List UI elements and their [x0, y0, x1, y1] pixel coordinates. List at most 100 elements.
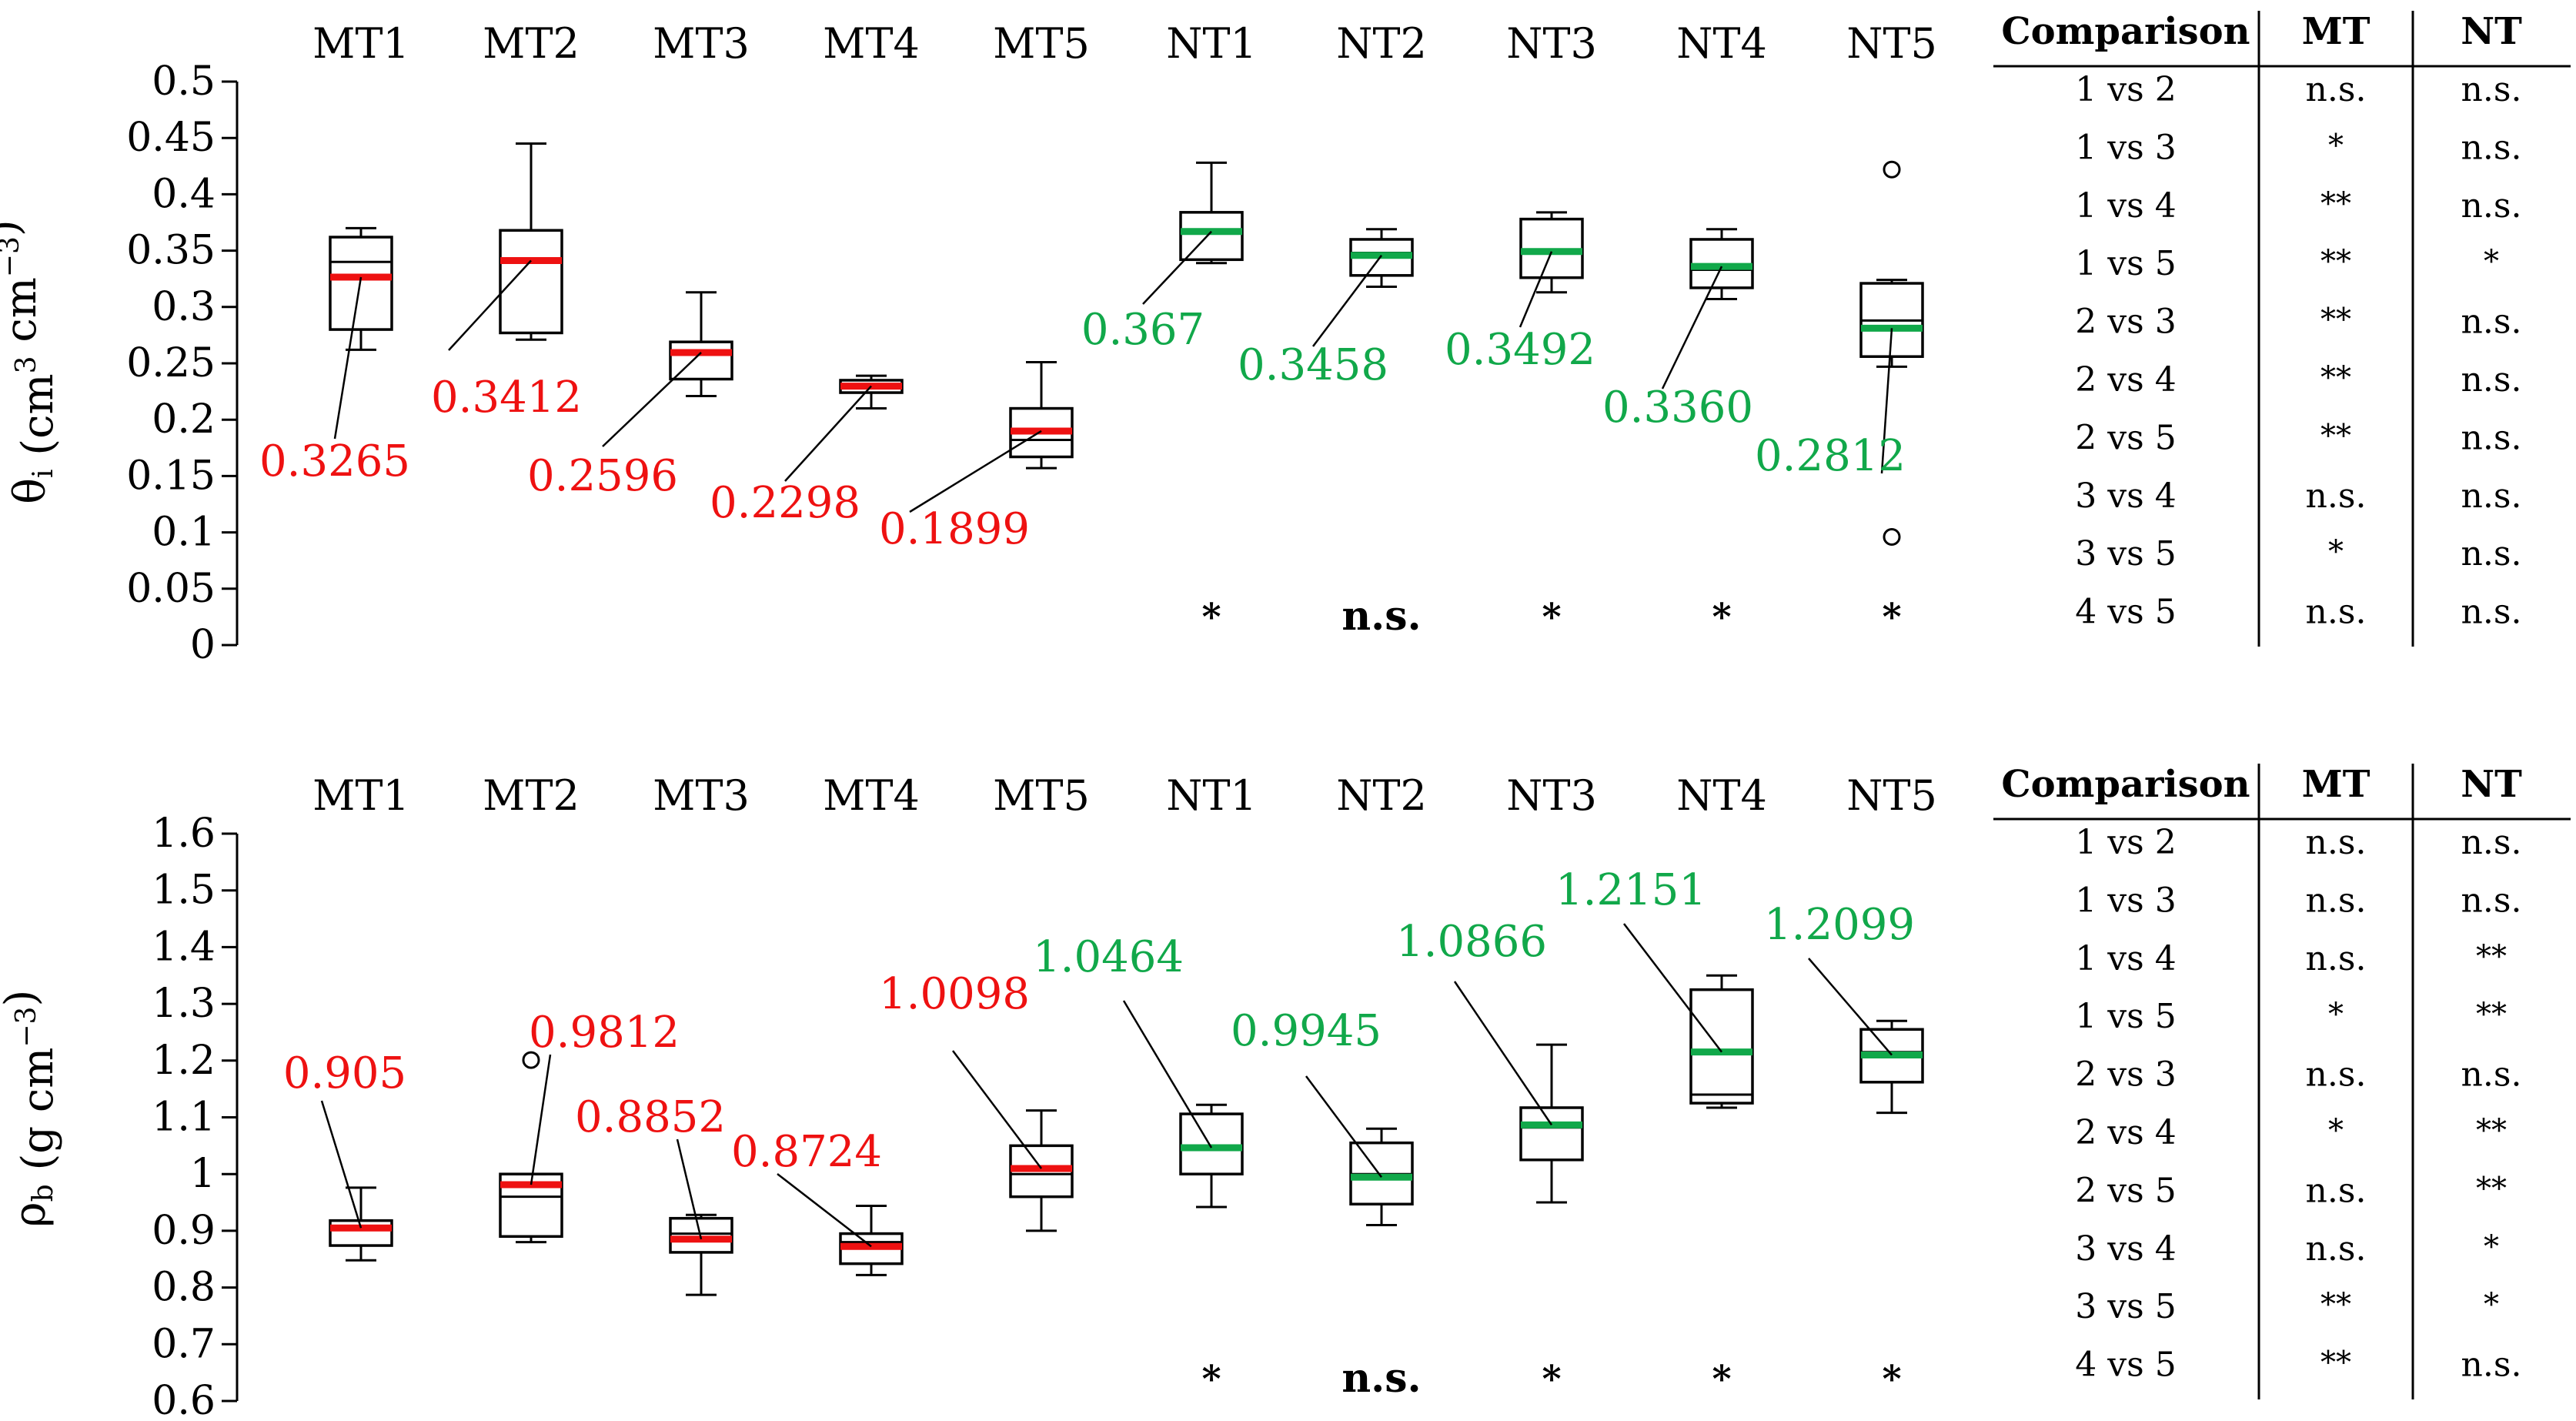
table-cell: n.s.: [2306, 476, 2367, 516]
table-cell: *: [2484, 1287, 2499, 1322]
mean-value-label: 0.2596: [527, 451, 678, 501]
significance-marker: *: [1201, 596, 1221, 639]
group-label: NT5: [1846, 771, 1937, 820]
significance-marker: *: [1201, 1358, 1221, 1401]
mean-value-label: 0.367: [1081, 305, 1204, 355]
group-label: MT5: [993, 19, 1090, 68]
table-cell: **: [2320, 303, 2351, 338]
y-tick-label: 0.3: [152, 284, 216, 330]
y-tick-label: 0.9: [152, 1208, 216, 1254]
table-cell: n.s.: [2461, 128, 2522, 167]
significance-marker: *: [1882, 596, 1901, 639]
table-cell: 2 vs 4: [2075, 1113, 2176, 1152]
group-label: MT4: [823, 771, 920, 820]
table-cell: n.s.: [2306, 1229, 2367, 1269]
table-cell: 2 vs 5: [2075, 1171, 2176, 1210]
table-cell: n.s.: [2461, 418, 2522, 457]
group-label: NT2: [1336, 771, 1427, 820]
table-cell: 1 vs 5: [2075, 997, 2176, 1036]
table-cell: 4 vs 5: [2075, 593, 2176, 632]
mean-value-label: 0.3265: [259, 436, 410, 486]
value-pointer: [1661, 266, 1723, 390]
table-cell: n.s.: [2306, 1055, 2367, 1095]
box: [669, 1216, 733, 1254]
value-pointer: [333, 276, 363, 440]
table-cell: *: [2484, 244, 2499, 279]
value-pointer: [320, 1100, 363, 1229]
table-cell: n.s.: [2461, 534, 2522, 573]
outlier-point: [1883, 527, 1901, 546]
value-pointer: [909, 430, 1042, 513]
mean-value-label: 0.905: [283, 1048, 406, 1098]
mean-value-label: 0.8724: [731, 1127, 882, 1177]
y-tick-label: 0.4: [152, 171, 216, 217]
value-pointer: [602, 352, 702, 447]
table-cell: **: [2320, 418, 2351, 453]
y-tick-label: 0.05: [126, 566, 216, 612]
group-label: MT2: [483, 19, 580, 68]
table-cell: *: [2328, 1113, 2344, 1149]
value-pointer: [1312, 254, 1382, 347]
box: [1179, 1112, 1244, 1175]
mean-value-label: 0.9945: [1231, 1006, 1382, 1056]
table-cell: **: [2476, 997, 2507, 1032]
mean-value-label: 0.3458: [1238, 340, 1388, 390]
y-tick-label: 0.8: [152, 1265, 216, 1311]
y-tick-label: 1.1: [152, 1095, 216, 1141]
mean-value-label: 0.9812: [529, 1008, 680, 1058]
y-axis-label-part: ρ: [5, 1202, 55, 1227]
table-cell: n.s.: [2461, 881, 2522, 920]
significance-marker: *: [1712, 1358, 1731, 1401]
group-label: MT4: [823, 19, 920, 68]
chart-panel-1: 0 0.05 0.1 0.15 0.2 0.25 0.3 0.35 0.4 0.45 0.5 θi (…: [0, 19, 1937, 668]
table-cell: 3 vs 4: [2075, 476, 2176, 516]
y-tick-label: 0.2: [152, 396, 216, 443]
group-label: MT2: [483, 771, 580, 820]
table-cell: n.s.: [2306, 593, 2367, 632]
table-cell: 1 vs 2: [2075, 823, 2176, 862]
table-cell: **: [2476, 939, 2507, 975]
table-cell: n.s.: [2461, 303, 2522, 342]
y-tick-label: 1: [190, 1151, 216, 1197]
y-axis-label-part: θ: [5, 478, 55, 504]
comparison-table: Comparison MT NT 1 vs 2 n.s. n.s. 1 vs 3 n.s. n.…: [1993, 763, 2571, 1399]
table-cell: 1 vs 5: [2075, 244, 2176, 283]
table-cell: n.s.: [2461, 1346, 2522, 1385]
group-label: NT5: [1846, 19, 1937, 68]
table-cell: **: [2476, 1171, 2507, 1206]
box: [329, 1219, 393, 1247]
mean-value-label: 1.0098: [879, 969, 1030, 1019]
outlier-point: [522, 1051, 540, 1069]
table-cell: 1 vs 2: [2075, 70, 2176, 109]
value-pointer: [448, 259, 532, 351]
table-cell: 1 vs 4: [2075, 939, 2176, 978]
table-cell: 2 vs 5: [2075, 418, 2176, 457]
group-label: MT1: [312, 771, 409, 820]
significance-marker: n.s.: [1341, 1355, 1421, 1402]
mean-value-label: 0.2812: [1755, 431, 1906, 481]
value-pointer: [676, 1138, 703, 1240]
table-cell: **: [2320, 1346, 2351, 1381]
value-pointer: [1808, 958, 1893, 1056]
significance-marker: *: [1542, 1358, 1561, 1401]
significance-marker: *: [1882, 1358, 1901, 1401]
table-cell: n.s.: [2461, 1055, 2522, 1095]
group-label: NT1: [1166, 19, 1257, 68]
value-pointer: [530, 1054, 552, 1185]
group-label: NT4: [1676, 19, 1767, 68]
table-cell: *: [2484, 1229, 2499, 1265]
y-axis-label-part: cm: [0, 277, 46, 356]
table-cell: n.s.: [2461, 823, 2522, 862]
table-cell: *: [2328, 534, 2344, 570]
y-axis-label-part: (cm: [13, 373, 63, 469]
y-tick-label: 0.1: [152, 510, 216, 556]
value-pointer: [1519, 251, 1553, 328]
y-tick-label: 0: [190, 622, 216, 668]
outlier-point: [1883, 160, 1901, 179]
y-axis-label-part: −3: [11, 1007, 42, 1048]
value-pointer: [1880, 328, 1893, 474]
table-header: MT: [2302, 763, 2371, 806]
mean-value-label: 0.3492: [1445, 325, 1595, 375]
table-cell: 3 vs 5: [2075, 534, 2176, 573]
table-cell: 1 vs 4: [2075, 186, 2176, 226]
